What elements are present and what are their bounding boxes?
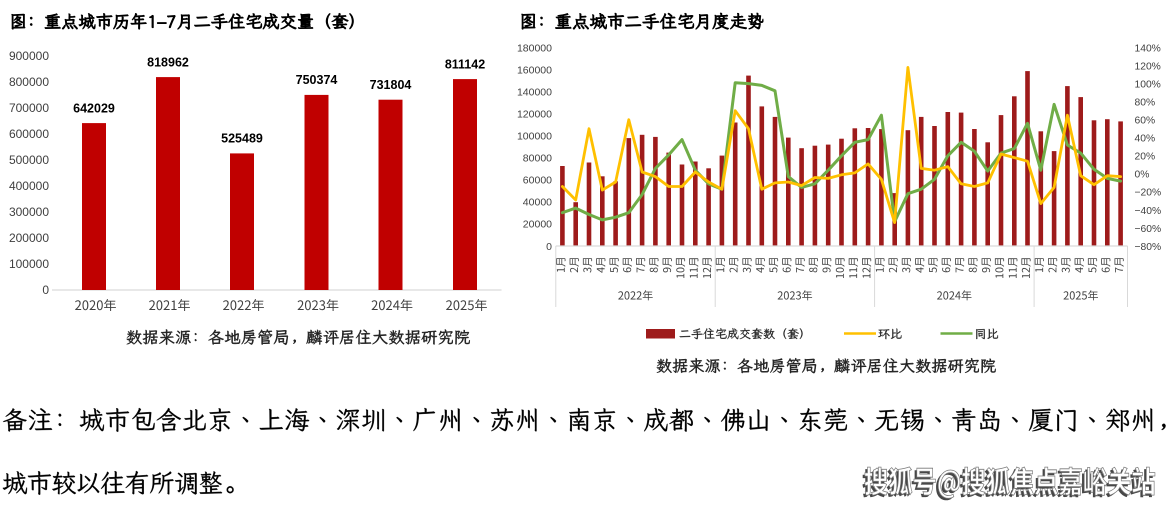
- svg-text:642029: 642029: [73, 101, 115, 115]
- svg-text:−60%: −60%: [1135, 224, 1162, 235]
- svg-text:300000: 300000: [9, 205, 49, 219]
- svg-text:900000: 900000: [9, 49, 49, 63]
- svg-text:80%: 80%: [1135, 98, 1156, 109]
- svg-text:400000: 400000: [9, 179, 49, 193]
- svg-text:80000: 80000: [523, 153, 552, 165]
- svg-text:20%: 20%: [1135, 152, 1156, 163]
- svg-text:0%: 0%: [1135, 170, 1150, 181]
- svg-text:100000: 100000: [517, 131, 552, 143]
- svg-text:120000: 120000: [517, 108, 552, 120]
- svg-text:60%: 60%: [1135, 116, 1156, 127]
- svg-text:731804: 731804: [370, 78, 412, 92]
- svg-text:750374: 750374: [296, 73, 338, 87]
- svg-text:−80%: −80%: [1135, 242, 1162, 253]
- svg-text:200000: 200000: [9, 231, 49, 245]
- svg-text:180000: 180000: [517, 42, 552, 54]
- svg-text:811142: 811142: [445, 57, 485, 71]
- svg-text:500000: 500000: [9, 153, 49, 167]
- svg-text:818962: 818962: [147, 55, 189, 69]
- svg-text:160000: 160000: [517, 64, 552, 76]
- svg-text:20000: 20000: [523, 219, 552, 231]
- svg-text:60000: 60000: [523, 175, 552, 187]
- svg-text:−20%: −20%: [1135, 188, 1162, 199]
- svg-text:140000: 140000: [517, 86, 552, 98]
- svg-text:0: 0: [42, 283, 49, 297]
- svg-text:0: 0: [546, 241, 552, 253]
- svg-text:600000: 600000: [9, 127, 49, 141]
- svg-text:140%: 140%: [1135, 43, 1161, 54]
- svg-text:700000: 700000: [9, 101, 49, 115]
- svg-text:40%: 40%: [1135, 134, 1156, 145]
- svg-text:800000: 800000: [9, 75, 49, 89]
- svg-text:40000: 40000: [523, 197, 552, 209]
- svg-text:−40%: −40%: [1135, 206, 1162, 217]
- svg-text:120%: 120%: [1135, 61, 1161, 72]
- svg-text:525489: 525489: [221, 132, 263, 146]
- svg-text:100%: 100%: [1135, 79, 1161, 90]
- svg-text:100000: 100000: [9, 257, 49, 271]
